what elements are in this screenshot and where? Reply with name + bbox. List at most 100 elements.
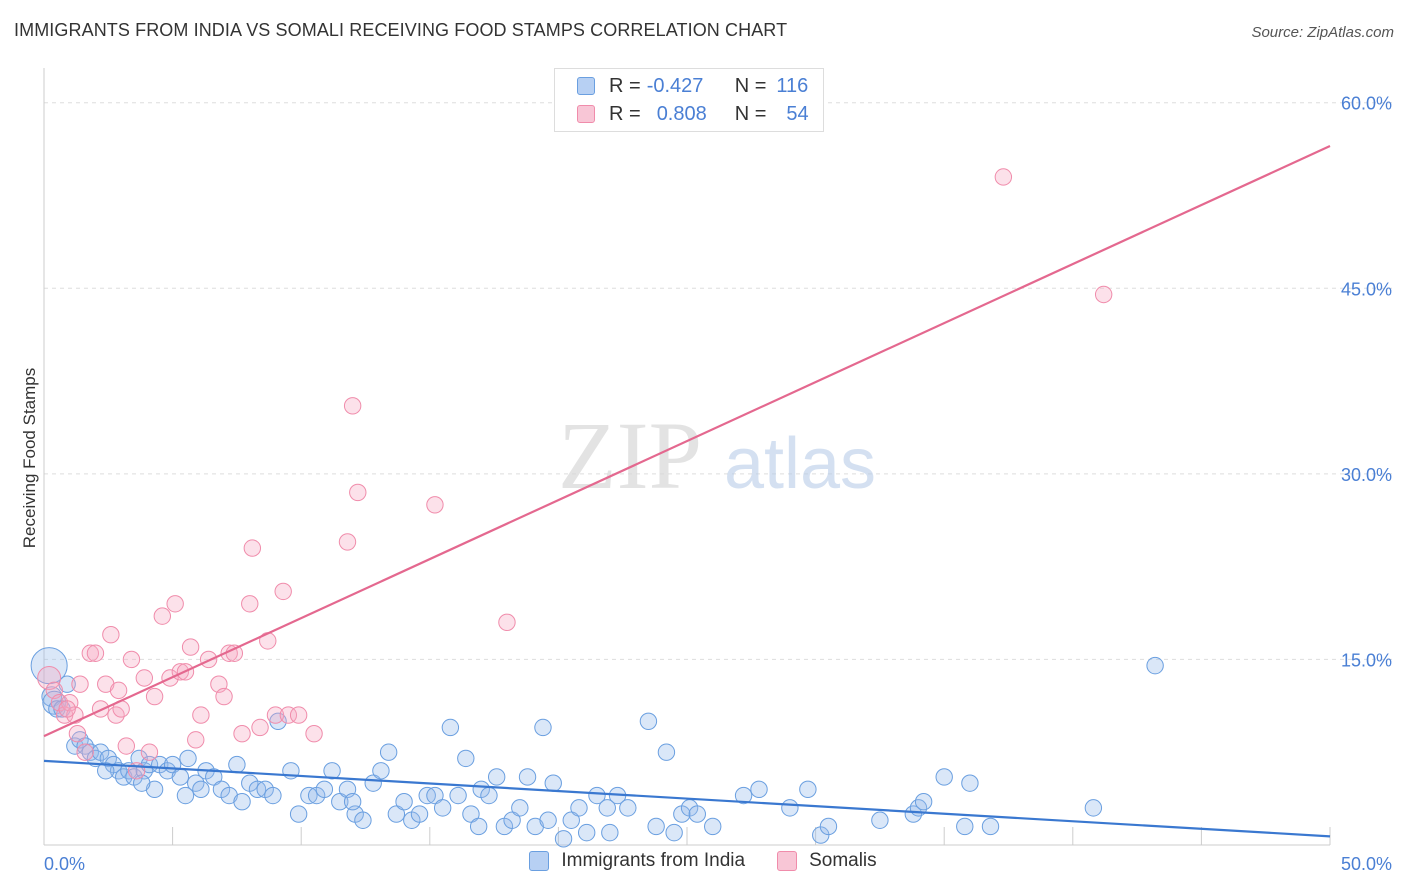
point-india [598,799,616,817]
bottom-legend-label-somali: Somalis [809,850,877,871]
point-india [665,823,683,842]
y-tick-label: 15.0% [1341,650,1392,670]
point-india [956,817,974,836]
legend-n-label: N = [734,102,767,125]
point-somali [289,706,308,724]
point-somali [135,669,154,687]
point-somali [1094,285,1113,304]
legend-n-value: 116 [776,74,809,97]
point-india [562,811,580,829]
point-india [171,768,190,786]
point-india [449,786,467,805]
trend-line-india [43,759,1331,838]
axes [43,68,1331,846]
bottom-legend-swatch-india [529,851,550,871]
point-somali [166,595,184,613]
legend-r-label: R = [609,102,641,125]
point-india [704,817,722,836]
point-somali [91,700,110,718]
point-somali [274,582,292,601]
point-somali [994,168,1013,186]
y-tick-label: 60.0% [1341,94,1392,114]
x-tick-label: 0.0% [44,854,85,874]
legend-swatch-india [577,77,595,95]
point-india [734,786,753,805]
point-india [570,799,588,817]
point-india [462,805,480,823]
point-india [426,786,444,805]
point-india [539,811,557,829]
point-india [179,749,197,768]
point-india [819,817,838,836]
point-somali [225,644,244,662]
point-india [511,799,529,817]
point-somali [192,706,210,724]
bottom-legend-india: Immigrants from India [529,850,745,872]
bottom-legend: Immigrants from India Somalis [0,850,1406,872]
point-somali [145,687,164,706]
point-somali [349,483,367,502]
point-india [387,805,406,823]
point-india [601,823,619,842]
point-somali [241,595,259,613]
point-india [554,830,573,848]
y-tick-label: 45.0% [1341,279,1392,299]
series-india [30,647,1164,848]
point-somali [122,650,141,669]
series-somali [37,168,1113,780]
point-india [799,780,817,799]
point-somali [233,724,251,743]
point-somali [117,737,136,755]
point-india [457,749,475,768]
point-somali [243,539,262,557]
point-india [871,811,889,829]
watermark-atlas: atlas [724,424,876,504]
legend-r-value: 0.808 [656,102,707,125]
point-india [323,762,341,780]
point-somali [86,644,105,662]
point-somali [102,625,120,644]
point-india [233,793,251,811]
legend-n-label: N = [734,74,767,97]
point-india [534,718,552,737]
point-somali [109,681,128,700]
point-india [588,786,606,805]
point-india [688,805,706,823]
point-india [577,823,596,842]
point-india [192,780,210,799]
point-somali [215,687,233,706]
tick-labels: 15.0% 30.0% 45.0% 60.0% 0.0% 50.0% [44,94,1392,874]
point-india [961,774,979,792]
point-somali [81,644,99,662]
watermark-zip: ZIP [558,402,702,509]
point-india [289,805,308,823]
legend-r-value: -0.427 [646,74,704,97]
point-somali [187,731,205,749]
source-label: Source: ZipAtlas.com [1251,24,1394,41]
point-india [264,786,282,805]
point-somali [305,724,323,743]
bottom-legend-swatch-somali [777,851,798,871]
point-india [480,786,498,805]
bottom-legend-label-india: Immigrants from India [561,850,746,871]
point-india [619,799,637,817]
legend-box: R = -0.427 N = 116 R = 0.808 N = 54 [554,68,824,132]
point-somali [68,724,87,743]
point-somali [279,706,298,724]
point-india [469,817,488,836]
point-india [544,774,562,792]
point-somali [71,675,89,693]
legend-row-india: R = -0.427 N = 116 [577,72,808,100]
point-india [781,799,799,817]
point-india [503,811,521,829]
point-india [750,780,768,799]
point-somali [58,700,76,718]
watermark: ZIP atlas [558,402,876,509]
point-somali [426,496,444,514]
legend-row-somali: R = 0.808 N = 54 [577,100,809,128]
legend-swatch-somali [577,105,595,123]
legend-r-label: R = [609,74,641,97]
x-tick-label: 50.0% [1341,854,1392,874]
point-india [176,786,195,805]
